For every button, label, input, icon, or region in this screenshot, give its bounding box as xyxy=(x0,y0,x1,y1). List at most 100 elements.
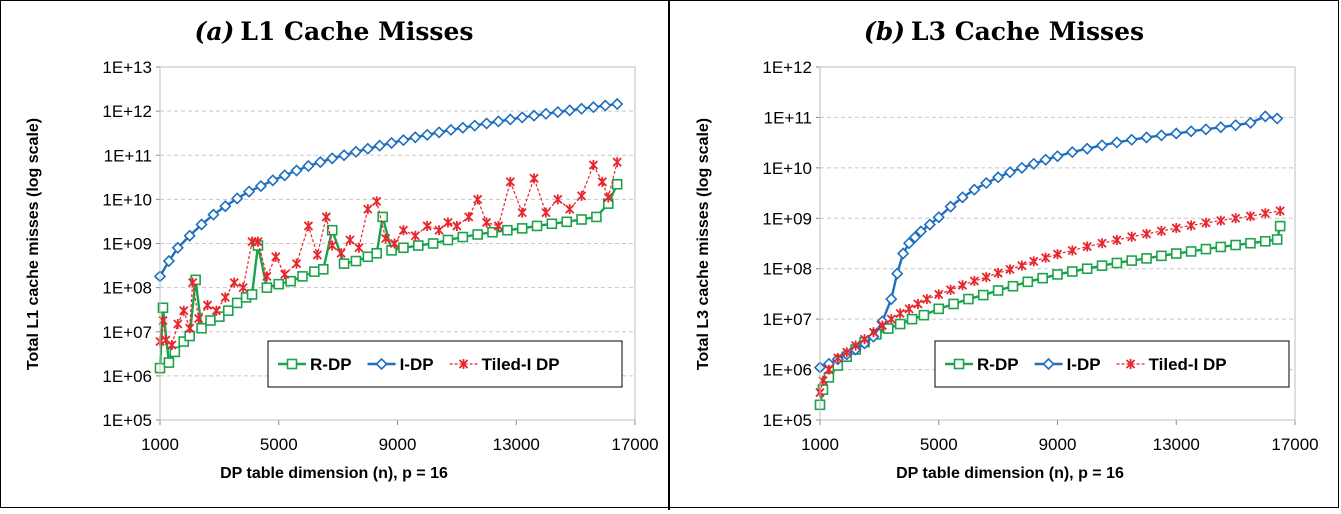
chart-a-point-r-dp xyxy=(487,226,498,238)
chart-a-point-i-dp xyxy=(361,142,374,155)
chart-a-point-tiled-i-dp xyxy=(372,196,382,207)
chart-a-point-tiled-i-dp xyxy=(354,242,364,253)
chart-b-point-tiled-i-dp xyxy=(1186,220,1196,231)
chart-a-point-i-dp xyxy=(183,229,196,242)
chart-a-point-i-dp xyxy=(575,102,588,115)
chart-a-point-tiled-i-dp xyxy=(588,160,599,171)
chart-b-point-r-dp xyxy=(1111,257,1123,269)
chart-b-point-tiled-i-dp xyxy=(1216,215,1226,226)
chart-b-point-r-dp xyxy=(1052,269,1063,280)
chart-a-gridlines xyxy=(160,110,635,377)
chart-a-point-i-dp xyxy=(432,126,446,139)
chart-b-point-tiled-i-dp xyxy=(1127,231,1137,242)
chart-b-point-i-dp xyxy=(1081,142,1094,155)
chart-a-y-tick-label: 1E+05 xyxy=(102,411,152,430)
chart-a-point-r-dp xyxy=(246,289,258,300)
chart-a-legend-box xyxy=(267,340,623,388)
chart-a-point-tiled-i-dp xyxy=(452,220,462,231)
chart-b-point-i-dp xyxy=(1051,150,1064,163)
chart-a-point-r-dp xyxy=(297,271,308,282)
chart-a-point-i-dp xyxy=(480,117,493,130)
chart-a-point-r-dp xyxy=(531,220,543,232)
chart-a-y-tick-label: 1E+09 xyxy=(102,235,152,254)
chart-b-point-tiled-i-dp xyxy=(824,364,834,375)
chart-a-point-r-dp xyxy=(442,234,454,246)
chart-a-point-r-dp xyxy=(398,242,409,254)
chart-a-point-r-dp xyxy=(516,223,528,234)
chart-a-point-tiled-i-dp xyxy=(179,305,189,316)
chart-b-point-i-dp xyxy=(932,211,945,224)
chart-panel-b: (b) L3 Cache Misses 1E+05 1E+06 1E+07 1E+08 1… xyxy=(670,0,1340,510)
chart-a-point-r-dp xyxy=(546,218,558,230)
chart-a-legend-label-r-dp: R-DP xyxy=(310,355,352,374)
chart-a-point-tiled-i-dp xyxy=(262,271,272,282)
chart-a-title: (a) L1 Cache Misses xyxy=(195,17,474,46)
chart-b-point-tiled-i-dp xyxy=(957,280,968,291)
chart-a-point-r-dp xyxy=(231,297,243,309)
chart-a-legend-label-i-dp: I-DP xyxy=(400,355,434,374)
chart-a-point-i-dp xyxy=(611,97,624,111)
chart-a-xlabel: DP table dimension (n), p = 16 xyxy=(220,465,448,482)
chart-a-point-r-dp xyxy=(317,264,329,275)
chart-b-point-tiled-i-dp xyxy=(1156,225,1167,236)
chart-a-point-r-dp xyxy=(472,229,483,240)
chart-a-ylabel: Total L1 cache misses (log scale) xyxy=(25,118,42,370)
chart-a-point-i-dp xyxy=(421,128,434,141)
chart-a-point-r-dp xyxy=(214,311,225,322)
chart-a-y-tick-label: 1E+10 xyxy=(102,190,152,209)
chart-b-point-i-dp xyxy=(914,225,928,238)
chart-b-y-tick-label: 1E+10 xyxy=(762,159,812,178)
chart-b-point-i-dp xyxy=(944,200,957,213)
chart-a-point-r-dp xyxy=(427,238,439,249)
chart-b-point-tiled-i-dp xyxy=(981,272,991,283)
chart-a-point-i-dp xyxy=(587,101,600,114)
chart-b-plot xyxy=(813,110,1286,411)
chart-a-point-r-dp xyxy=(157,302,169,314)
chart-a-point-tiled-i-dp xyxy=(481,217,492,228)
chart-a-point-r-dp xyxy=(611,178,623,190)
chart-b-title-tag: (b) xyxy=(864,17,905,46)
chart-a-point-tiled-i-dp xyxy=(312,249,322,260)
chart-a-legend-label-tiled-i-dp: Tiled-I DP xyxy=(482,355,560,374)
chart-b-x-tick-label: 17000 xyxy=(1271,435,1318,454)
chart-a-point-tiled-i-dp xyxy=(597,176,607,187)
chart-a-point-tiled-i-dp xyxy=(327,240,337,251)
chart-a-point-i-dp xyxy=(397,134,410,147)
chart-b-point-i-dp xyxy=(908,231,922,244)
chart-a-point-tiled-i-dp xyxy=(345,235,355,246)
chart-b-point-i-dp xyxy=(1259,110,1272,123)
chart-b-point-r-dp xyxy=(1245,237,1256,249)
chart-b-x-tick-label: 5000 xyxy=(920,435,958,454)
chart-a-point-tiled-i-dp xyxy=(565,204,575,215)
chart-panel-a: (a) L1 Cache Misses 1E+05 1E+06 1E+07 1E+08 1… xyxy=(0,0,670,510)
chart-a-point-i-dp xyxy=(527,109,541,122)
chart-b-point-r-dp xyxy=(1022,276,1034,288)
chart-a-point-tiled-i-dp xyxy=(541,207,551,218)
chart-a-point-r-dp xyxy=(285,275,296,287)
chart-a-point-i-dp xyxy=(278,169,291,182)
chart-b-point-i-dp xyxy=(1015,161,1029,174)
chart-a-point-i-dp xyxy=(504,113,517,126)
chart-a-y-tick-label: 1E+12 xyxy=(102,102,152,121)
chart-b-svg: (b) L3 Cache Misses 1E+051E+061E+071E+081… xyxy=(695,17,1319,482)
chart-a-series-i-dp xyxy=(153,97,624,283)
chart-b-point-r-dp xyxy=(1170,248,1182,259)
chart-b-point-tiled-i-dp xyxy=(868,327,879,338)
chart-a-point-r-dp xyxy=(178,336,190,347)
chart-a-y-tick-label: 1E+07 xyxy=(102,323,152,342)
chart-b-point-r-dp xyxy=(963,293,974,305)
chart-a-point-tiled-i-dp xyxy=(380,233,391,244)
chart-b-point-r-dp xyxy=(882,323,894,334)
chart-a-point-r-dp xyxy=(309,266,320,277)
chart-b-point-i-dp xyxy=(1214,121,1227,134)
chart-b-y-tick-label: 1E+06 xyxy=(762,361,812,380)
chart-b-y-tick-label: 1E+05 xyxy=(762,411,812,430)
chart-b-point-r-dp xyxy=(992,285,1004,296)
chart-a-point-i-dp xyxy=(539,107,553,120)
chart-b-point-r-dp xyxy=(933,303,945,315)
chart-b-point-i-dp xyxy=(891,267,904,280)
chart-a-point-i-dp xyxy=(242,185,256,198)
chart-a-point-i-dp xyxy=(171,241,184,254)
chart-a-legend-marker-i-dp xyxy=(375,357,388,371)
chart-a-point-i-dp xyxy=(207,208,220,221)
